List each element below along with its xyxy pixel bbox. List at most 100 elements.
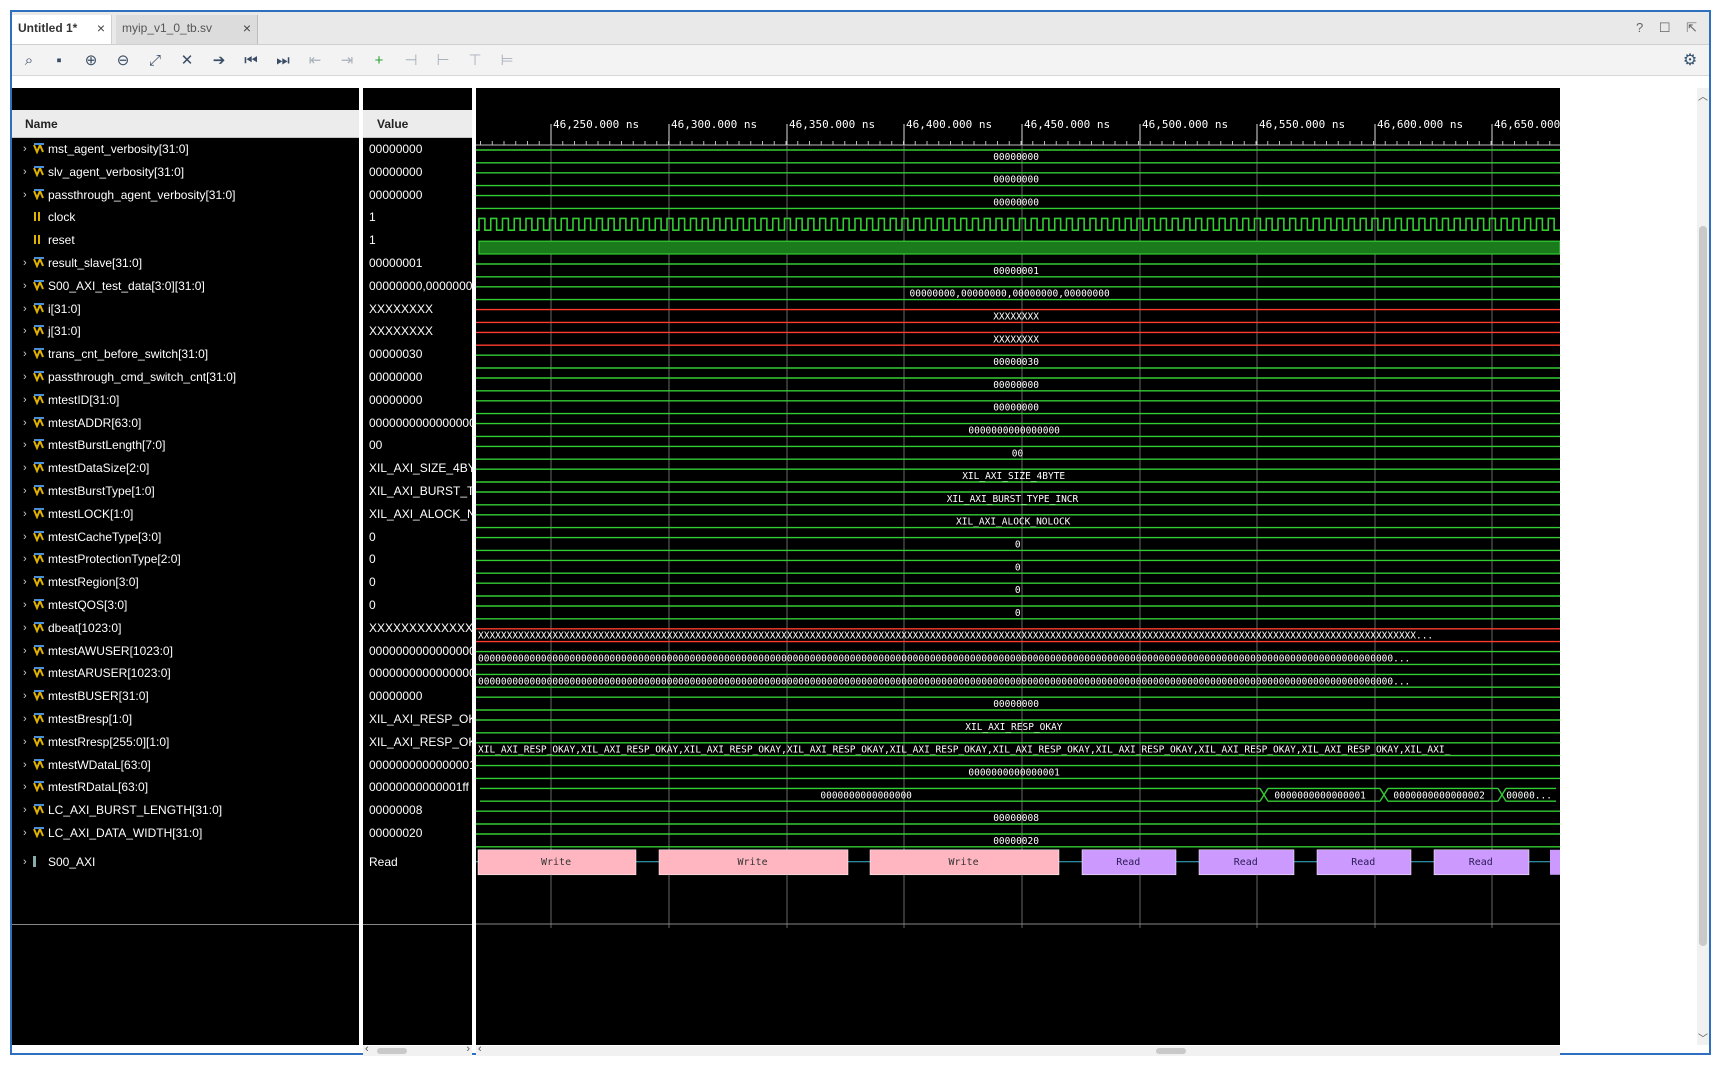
waveform-canvas[interactable]: 46,250.000 ns 46,300.000 ns 46,350.000 ns 4… [476, 88, 1560, 1045]
search-icon[interactable]: ⌕ [24, 51, 34, 69]
go-to-start-icon[interactable]: ⏮ [244, 51, 258, 69]
signal-row[interactable]: › mtestCacheType[3:0] [12, 526, 359, 548]
scroll-left-icon[interactable]: ‹ [365, 1043, 369, 1055]
chevron-right-icon[interactable]: › [23, 576, 27, 589]
delta-marker-icon[interactable]: ⊨ [500, 52, 514, 69]
write-transaction[interactable] [477, 849, 637, 876]
write-transaction[interactable] [869, 849, 1060, 876]
signal-row[interactable]: › j[31:0] [12, 320, 359, 342]
value-column-header[interactable]: Value [363, 110, 472, 138]
signal-row[interactable]: › mst_agent_verbosity[31:0] [12, 138, 359, 160]
scroll-up-icon[interactable]: ︿ [1698, 92, 1708, 103]
scroll-down-icon[interactable]: ﹀ [1698, 1034, 1708, 1045]
signal-row[interactable]: › dbeat[1023:0] [12, 617, 359, 639]
chevron-right-icon[interactable]: › [23, 348, 27, 361]
chevron-right-icon[interactable]: › [23, 644, 27, 657]
signal-row[interactable]: › S00_AXI_test_data[3:0][31:0] [12, 275, 359, 297]
signal-row[interactable]: › mtestARUSER[1023:0] [12, 662, 359, 684]
next-transition-icon[interactable]: ⇥ [340, 52, 354, 69]
signal-row[interactable]: › i[31:0] [12, 298, 359, 320]
previous-transition-icon[interactable]: ⇤ [308, 52, 322, 69]
read-transaction[interactable] [1081, 849, 1177, 876]
previous-marker-icon[interactable]: ⊣ [404, 52, 418, 69]
chevron-right-icon[interactable]: › [23, 781, 27, 794]
chevron-right-icon[interactable]: › [23, 371, 27, 383]
scrollbar-thumb[interactable] [1156, 1048, 1186, 1054]
chevron-right-icon[interactable]: › [23, 713, 27, 725]
zoom-in-icon[interactable]: ⊕ [84, 52, 98, 69]
close-icon[interactable]: × [242, 20, 251, 36]
chevron-right-icon[interactable]: › [23, 325, 27, 338]
signal-row[interactable]: › slv_agent_verbosity[31:0] [12, 161, 359, 183]
signal-row[interactable]: › trans_cnt_before_switch[31:0] [12, 343, 359, 365]
gear-icon[interactable]: ⚙ [1682, 52, 1698, 69]
chevron-right-icon[interactable]: › [23, 393, 27, 406]
chevron-right-icon[interactable]: › [23, 302, 27, 315]
signal-row[interactable]: › mtestLOCK[1:0] [12, 503, 359, 525]
signal-row[interactable]: clock [12, 206, 359, 228]
wave-horizontal-scrollbar[interactable]: ‹ [476, 1043, 1560, 1056]
signal-row[interactable]: › result_slave[31:0] [12, 252, 359, 274]
chevron-right-icon[interactable]: › [23, 485, 27, 497]
signal-row[interactable]: › LC_AXI_DATA_WIDTH[31:0] [12, 822, 359, 844]
read-transaction[interactable] [1433, 849, 1530, 876]
scrollbar-thumb[interactable] [377, 1048, 407, 1054]
chevron-right-icon[interactable]: › [23, 735, 27, 748]
go-to-end-icon[interactable]: ⏭ [276, 51, 290, 69]
signal-row[interactable]: › mtestRresp[255:0][1:0] [12, 731, 359, 753]
chevron-right-icon[interactable]: › [23, 621, 27, 634]
chevron-right-icon[interactable]: › [23, 279, 27, 292]
signal-row[interactable]: › mtestWDataL[63:0] [12, 754, 359, 776]
chevron-right-icon[interactable]: › [23, 667, 27, 680]
next-marker-icon[interactable]: ⊢ [436, 52, 450, 69]
window-controls[interactable]: ? ☐ ⇱ [1635, 20, 1703, 35]
signal-row[interactable]: › passthrough_agent_verbosity[31:0] [12, 184, 359, 206]
read-transaction[interactable] [1316, 849, 1412, 876]
chevron-right-icon[interactable]: › [23, 690, 27, 703]
signal-row[interactable]: › mtestBurstLength[7:0] [12, 434, 359, 456]
chevron-right-icon[interactable]: › [23, 188, 27, 201]
signal-row[interactable]: › LC_AXI_BURST_LENGTH[31:0] [12, 799, 359, 821]
read-transaction[interactable] [1198, 849, 1295, 876]
zoom-fit-icon[interactable]: ⤢ [148, 51, 161, 69]
name-column-header[interactable]: Name [12, 110, 359, 138]
chevron-right-icon[interactable]: › [23, 804, 27, 817]
scrollbar-thumb[interactable] [1699, 226, 1707, 946]
signal-row[interactable]: reset [12, 229, 359, 251]
signal-row[interactable]: › mtestRDataL[63:0] [12, 776, 359, 798]
swap-cursor-icon[interactable]: ⊤ [468, 52, 482, 69]
signal-row[interactable]: › mtestBurstType[1:0] [12, 480, 359, 502]
save-icon[interactable]: ▪ [56, 51, 62, 69]
vertical-scrollbar[interactable]: ︿ ﹀ [1697, 88, 1709, 1045]
signal-row[interactable]: › passthrough_cmd_switch_cnt[31:0] [12, 366, 359, 388]
chevron-right-icon[interactable]: › [23, 143, 27, 155]
signal-row[interactable]: › mtestADDR[63:0] [12, 412, 359, 434]
go-to-cursor-icon[interactable]: ➔ [212, 52, 226, 69]
chevron-right-icon[interactable]: › [23, 599, 27, 611]
scroll-left-icon[interactable]: ‹ [478, 1043, 482, 1055]
zoom-out-icon[interactable]: ⊖ [116, 52, 130, 69]
add-marker-icon[interactable]: + [374, 51, 384, 69]
chevron-right-icon[interactable]: › [23, 530, 27, 543]
interface-row-s00-axi[interactable]: › S00_AXI [12, 851, 359, 873]
chevron-right-icon[interactable]: › [23, 439, 27, 452]
write-transaction[interactable] [658, 849, 849, 876]
read-transaction[interactable] [1550, 849, 1560, 875]
signal-row[interactable]: › mtestAWUSER[1023:0] [12, 640, 359, 662]
chevron-right-icon[interactable]: › [23, 416, 27, 429]
chevron-right-icon[interactable]: › [23, 553, 27, 566]
signal-row[interactable]: › mtestProtectionType[2:0] [12, 548, 359, 570]
chevron-right-icon[interactable]: › [23, 257, 27, 269]
tab-untitled-1[interactable]: Untitled 1* × [12, 15, 112, 44]
close-icon[interactable]: × [96, 20, 105, 36]
signal-row[interactable]: › mtestDataSize[2:0] [12, 457, 359, 479]
chevron-right-icon[interactable]: › [23, 462, 27, 475]
signal-row[interactable]: › mtestQOS[3:0] [12, 594, 359, 616]
scroll-right-icon[interactable]: › [466, 1043, 470, 1055]
chevron-right-icon[interactable]: › [23, 855, 27, 868]
signal-row[interactable]: › mtestBUSER[31:0] [12, 685, 359, 707]
chevron-right-icon[interactable]: › [23, 758, 27, 771]
signal-row[interactable]: › mtestID[31:0] [12, 389, 359, 411]
signal-row[interactable]: › mtestBresp[1:0] [12, 708, 359, 730]
cursor-snap-icon[interactable]: ✕ [180, 52, 194, 69]
